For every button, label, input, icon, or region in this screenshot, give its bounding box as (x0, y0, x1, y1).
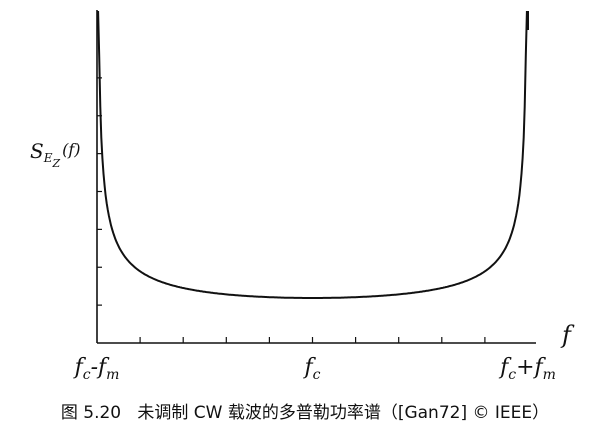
x-tick-label: fc (303, 355, 321, 383)
x-ticks (139, 337, 486, 343)
x-axis-label: f (560, 321, 575, 349)
figure-caption-text: 未调制 CW 载波的多普勒功率谱（[Gan72] © IEEE） (137, 403, 550, 423)
figure-number: 图 5.20 (60, 403, 122, 423)
y-axis-label: SEZ(f) (30, 139, 81, 170)
chart: SEZ(f) f fc-fm fc fc+fm (30, 10, 575, 383)
x-tick-labels: fc-fm fc fc+fm (73, 355, 556, 383)
figure-caption: 图 5.20 未调制 CW 载波的多普勒功率谱（[Gan72] © IEEE） (0, 398, 610, 423)
x-tick-label: fc-fm (73, 355, 120, 383)
doppler-spectrum-curve (97, 11, 529, 299)
x-tick-label: fc+fm (498, 355, 556, 383)
